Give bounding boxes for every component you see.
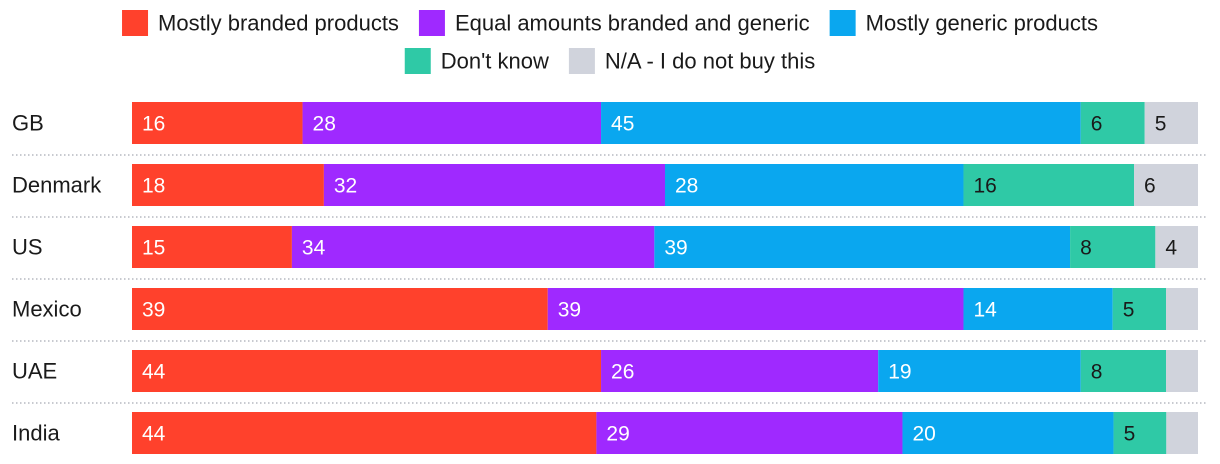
bar-segment-don-t-know [1070,226,1156,268]
legend-item-don-t-know: Don't know [404,48,549,74]
legend-swatch [829,10,856,36]
data-label: 8 [1080,237,1092,260]
data-label: 34 [302,237,326,260]
data-label: 28 [675,175,698,198]
data-label: 32 [334,175,357,198]
category-label: India [12,421,60,446]
bar-segment-equal-amounts-branded-and-generic [596,412,903,454]
bar-segment-mostly-generic-products [601,102,1081,144]
legend-label: Mostly generic products [866,11,1098,36]
bar-segment-mostly-branded-products [132,226,292,268]
bar-segment-don-t-know [1112,288,1167,330]
bar-row-gb: GB 16 28 45 6 5 [12,102,1208,156]
data-label: 5 [1124,423,1136,446]
bar-segment-mostly-generic-products [665,164,964,206]
bar-segment-mostly-generic-products [963,288,1113,330]
legend-item-equal-amounts-branded-and-generic: Equal amounts branded and generic [418,10,810,36]
bar-segment-mostly-generic-products [654,226,1071,268]
category-label: Mexico [12,297,82,322]
bar-segment-equal-amounts-branded-and-generic [547,288,964,330]
bar-segment-mostly-branded-products [132,102,303,144]
bar-row-india: India 44 29 20 5 [12,412,1198,454]
data-label: 19 [888,361,911,384]
legend-swatch [418,10,445,36]
bar-segment-don-t-know [1080,350,1167,392]
legend: Mostly branded products Equal amounts bra… [122,10,1098,74]
bar-segment-n-a-i-do-not-buy-this [1134,164,1198,206]
data-label: 14 [973,299,997,322]
category-label: UAE [12,359,57,384]
bar-segment-n-a-i-do-not-buy-this [1166,288,1198,330]
data-label: 26 [611,361,634,384]
data-label: 16 [142,113,165,136]
plot-area: GB 16 28 45 6 5 Denmark 18 32 28 16 6 US 15 34 39 8 4 Mexi… [12,102,1208,454]
data-label: 29 [606,423,629,446]
data-label: 18 [142,175,165,198]
bar-segment-n-a-i-do-not-buy-this [1144,102,1198,144]
legend-label: N/A - I do not buy this [605,49,815,74]
legend-item-mostly-generic-products: Mostly generic products [829,10,1098,36]
data-label: 5 [1155,113,1167,136]
legend-item-n-a-i-do-not-buy-this: N/A - I do not buy this [568,48,815,74]
category-label: GB [12,111,44,136]
data-label: 39 [664,237,687,260]
bar-segment-equal-amounts-branded-and-generic [601,350,879,392]
bar-row-denmark: Denmark 18 32 28 16 6 [12,164,1208,218]
legend-row: Mostly branded products Equal amounts bra… [122,10,1098,36]
bar-segment-mostly-branded-products [132,350,602,392]
bar-segment-n-a-i-do-not-buy-this [1155,226,1198,268]
category-label: US [12,235,43,260]
bar-row-us: US 15 34 39 8 4 [12,226,1208,280]
bar-row-mexico: Mexico 39 39 14 5 [12,288,1208,342]
data-label: 8 [1091,361,1103,384]
bar-segment-mostly-branded-products [132,288,548,330]
data-label: 44 [142,361,166,384]
bar-segment-n-a-i-do-not-buy-this [1166,350,1198,392]
data-label: 15 [142,237,165,260]
bar-segment-equal-amounts-branded-and-generic [323,164,665,206]
data-label: 6 [1091,113,1103,136]
bar-segment-mostly-branded-products [132,412,597,454]
data-label: 28 [313,113,336,136]
data-label: 45 [611,113,634,136]
bar-segment-equal-amounts-branded-and-generic [302,102,602,144]
category-label: Denmark [12,173,102,198]
data-label: 39 [142,299,165,322]
legend-label: Equal amounts branded and generic [455,11,810,36]
legend-swatch [122,10,149,36]
bar-segment-equal-amounts-branded-and-generic [291,226,655,268]
data-label: 6 [1144,175,1156,198]
legend-label: Mostly branded products [158,11,399,36]
bar-segment-don-t-know [1080,102,1145,144]
legend-swatch [404,48,431,74]
legend-label: Don't know [441,49,549,74]
bar-segment-don-t-know [963,164,1135,206]
data-label: 20 [912,423,935,446]
data-label: 44 [142,423,166,446]
data-label: 39 [558,299,581,322]
bar-row-uae: UAE 44 26 19 8 [12,350,1208,404]
bar-segment-mostly-branded-products [132,164,324,206]
bar-segment-don-t-know [1113,412,1167,454]
legend-swatch [568,48,595,74]
legend-row: Don't know N/A - I do not buy this [404,48,815,74]
bar-segment-mostly-generic-products [878,350,1081,392]
bar-segment-n-a-i-do-not-buy-this [1166,412,1198,454]
legend-item-mostly-branded-products: Mostly branded products [122,10,399,36]
data-label: 5 [1123,299,1135,322]
data-label: 4 [1165,237,1177,260]
data-label: 16 [973,175,996,198]
bar-segment-mostly-generic-products [902,412,1114,454]
